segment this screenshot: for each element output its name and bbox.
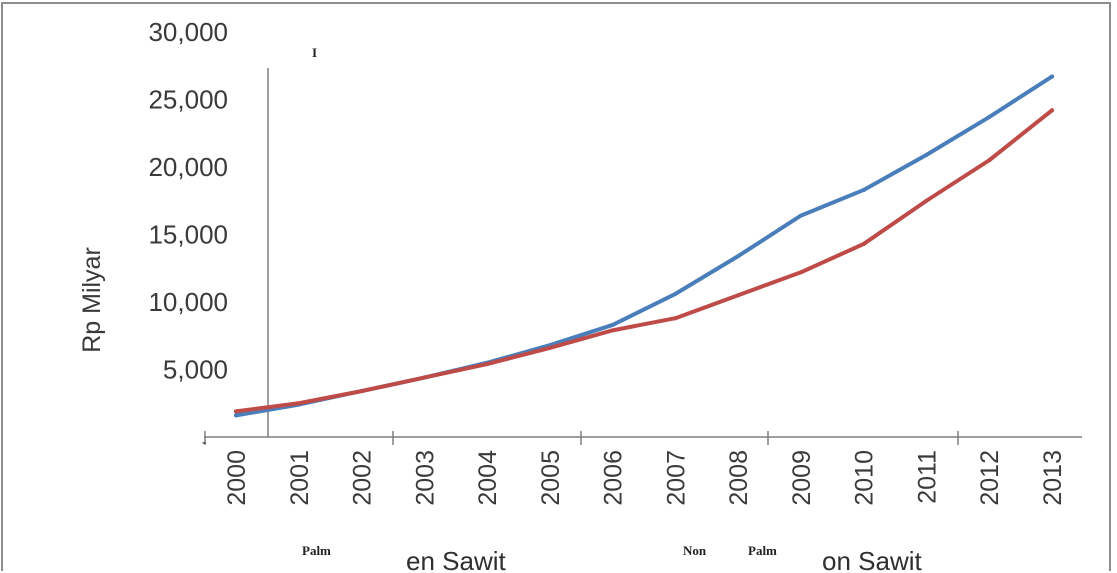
legend-non: Non bbox=[683, 543, 707, 558]
series-1-point-2011 bbox=[924, 198, 929, 203]
series-0-point-2009 bbox=[798, 213, 803, 218]
series-0-point-2011 bbox=[924, 152, 929, 157]
y-tick-label-2: 20,000 bbox=[148, 152, 228, 182]
series-1-point-2008 bbox=[736, 293, 741, 298]
x-tick-label-2002: 2002 bbox=[349, 450, 377, 506]
series-line-1 bbox=[234, 108, 1054, 414]
series-1-point-2003 bbox=[422, 375, 427, 380]
series-1-point-2005 bbox=[547, 345, 552, 350]
legend-fragments: Palm en Sawit Non Palm on Sawit bbox=[302, 543, 922, 573]
x-tick-label-2011: 2011 bbox=[913, 450, 941, 504]
y-tick-label-5: 5,000 bbox=[163, 355, 228, 385]
series-0-point-2007 bbox=[673, 291, 678, 296]
series-1-point-2013 bbox=[1050, 108, 1054, 113]
x-tick-label-2009: 2009 bbox=[788, 450, 816, 506]
x-tick-labels: 2000 2001 2002 2003 2004 2005 2006 2007 2008 2009… bbox=[223, 450, 1067, 506]
series-1-point-2007 bbox=[673, 316, 678, 321]
x-tick-label-2000: 2000 bbox=[223, 450, 251, 506]
y-tick-label-4: 10,000 bbox=[148, 287, 228, 317]
x-tick-label-2008: 2008 bbox=[725, 450, 753, 506]
series-0-point-2006 bbox=[610, 322, 615, 327]
series-1-point-2009 bbox=[798, 270, 803, 275]
x-tick-label-2010: 2010 bbox=[851, 450, 879, 506]
series-0-point-2010 bbox=[861, 187, 866, 192]
legend-palm-right: Palm bbox=[748, 543, 777, 558]
legend-sawit-right: on Sawit bbox=[822, 546, 922, 573]
legend-sawit-left: en Sawit bbox=[406, 546, 506, 573]
stray-mark-top: I bbox=[312, 45, 317, 60]
x-tick-label-2003: 2003 bbox=[411, 450, 439, 506]
x-tick-label-2006: 2006 bbox=[600, 450, 628, 506]
x-tick-label-2012: 2012 bbox=[976, 450, 1004, 506]
series-1-point-2000 bbox=[234, 409, 238, 414]
series-0-point-2008 bbox=[736, 254, 741, 259]
y-tick-label-0: 30,000 bbox=[148, 17, 228, 47]
series-1-point-2002 bbox=[359, 389, 364, 394]
series-1-point-2006 bbox=[610, 328, 615, 333]
x-tick-marks bbox=[204, 431, 959, 445]
x-tick-label-2005: 2005 bbox=[537, 450, 565, 506]
x-tick-label-2007: 2007 bbox=[662, 450, 690, 506]
series-1-point-2001 bbox=[296, 401, 301, 406]
x-tick-label-2001: 2001 bbox=[286, 450, 314, 506]
y-tick-labels: 30,000 25,000 20,000 15,000 10,000 5,000 bbox=[148, 17, 228, 385]
series-0-point-2000 bbox=[234, 413, 238, 418]
x-tick-label-2004: 2004 bbox=[474, 450, 502, 506]
x-tick-label-2013: 2013 bbox=[1039, 450, 1067, 506]
series-1-point-2004 bbox=[485, 362, 490, 367]
y-tick-label-3: 15,000 bbox=[148, 220, 228, 250]
y-axis-title: Rp Milyar bbox=[78, 247, 106, 353]
y-tick-label-1: 25,000 bbox=[148, 85, 228, 115]
series-0-point-2012 bbox=[987, 115, 992, 120]
stray-mark-left: - bbox=[202, 434, 206, 449]
series-1-point-2010 bbox=[861, 241, 866, 246]
series-1-point-2012 bbox=[987, 158, 992, 163]
series-line-0 bbox=[234, 74, 1054, 418]
series-layer bbox=[234, 74, 1054, 418]
legend-palm-left: Palm bbox=[302, 543, 331, 558]
series-0-point-2013 bbox=[1050, 74, 1054, 79]
